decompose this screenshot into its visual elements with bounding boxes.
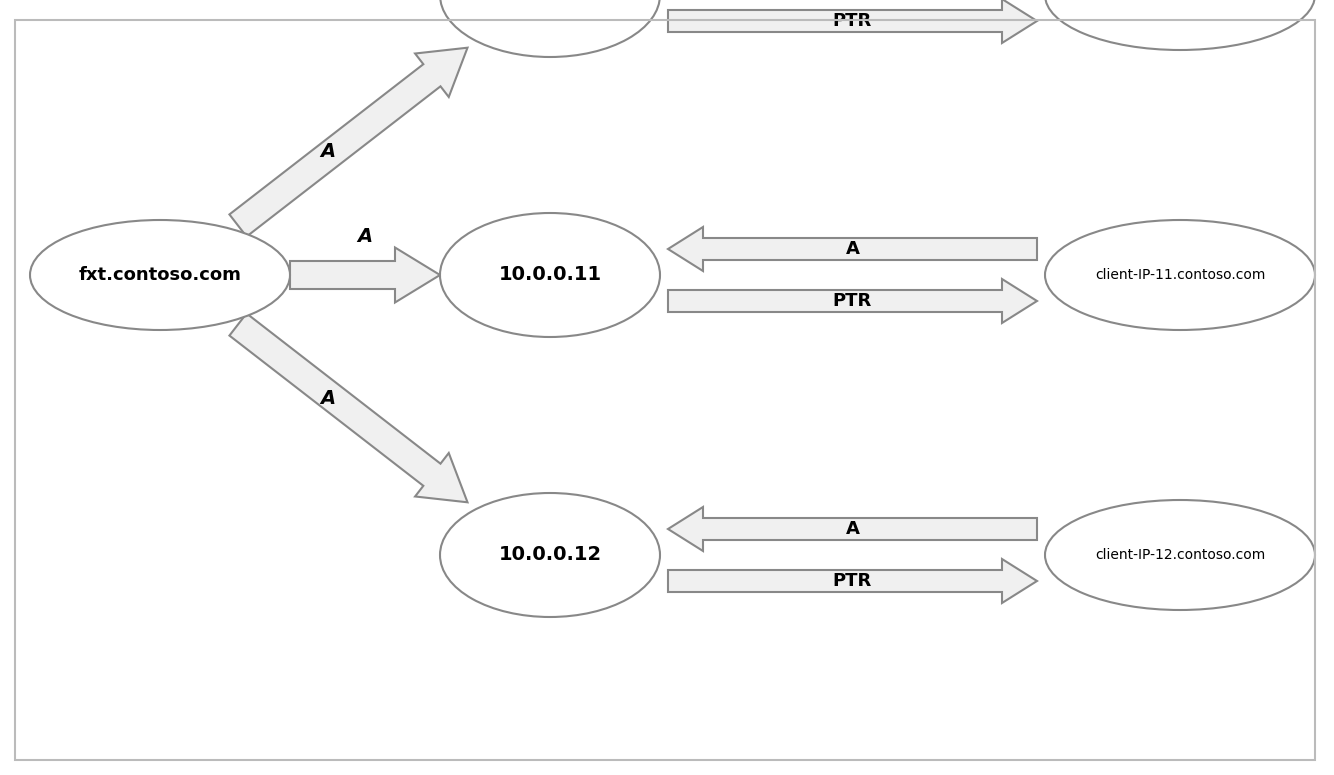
Text: PTR: PTR xyxy=(832,292,872,310)
Text: client-IP-12.contoso.com: client-IP-12.contoso.com xyxy=(1095,548,1265,562)
Text: A: A xyxy=(846,520,859,538)
FancyArrow shape xyxy=(289,247,440,302)
Text: A: A xyxy=(320,389,335,408)
FancyArrow shape xyxy=(229,48,467,236)
FancyArrow shape xyxy=(668,0,1037,43)
Text: PTR: PTR xyxy=(832,572,872,590)
Text: A: A xyxy=(358,228,372,246)
Ellipse shape xyxy=(440,0,660,57)
Ellipse shape xyxy=(440,213,660,337)
Text: A: A xyxy=(846,240,859,258)
FancyArrow shape xyxy=(229,313,467,502)
Text: client-IP-11.contoso.com: client-IP-11.contoso.com xyxy=(1095,268,1265,282)
Ellipse shape xyxy=(1045,220,1315,330)
Ellipse shape xyxy=(440,493,660,617)
Text: client-IP-10.contoso.com: client-IP-10.contoso.com xyxy=(1095,0,1265,2)
FancyArrow shape xyxy=(668,279,1037,323)
Text: 10.0.0.10: 10.0.0.10 xyxy=(499,0,602,5)
FancyArrow shape xyxy=(668,507,1037,551)
Text: fxt.contoso.com: fxt.contoso.com xyxy=(79,266,241,284)
Ellipse shape xyxy=(1045,0,1315,50)
Text: 10.0.0.11: 10.0.0.11 xyxy=(499,266,602,284)
FancyArrow shape xyxy=(668,227,1037,271)
Text: PTR: PTR xyxy=(832,12,872,30)
Text: 10.0.0.12: 10.0.0.12 xyxy=(499,546,602,564)
Ellipse shape xyxy=(1045,500,1315,610)
FancyArrow shape xyxy=(668,559,1037,603)
Ellipse shape xyxy=(29,220,289,330)
Text: A: A xyxy=(320,142,335,161)
